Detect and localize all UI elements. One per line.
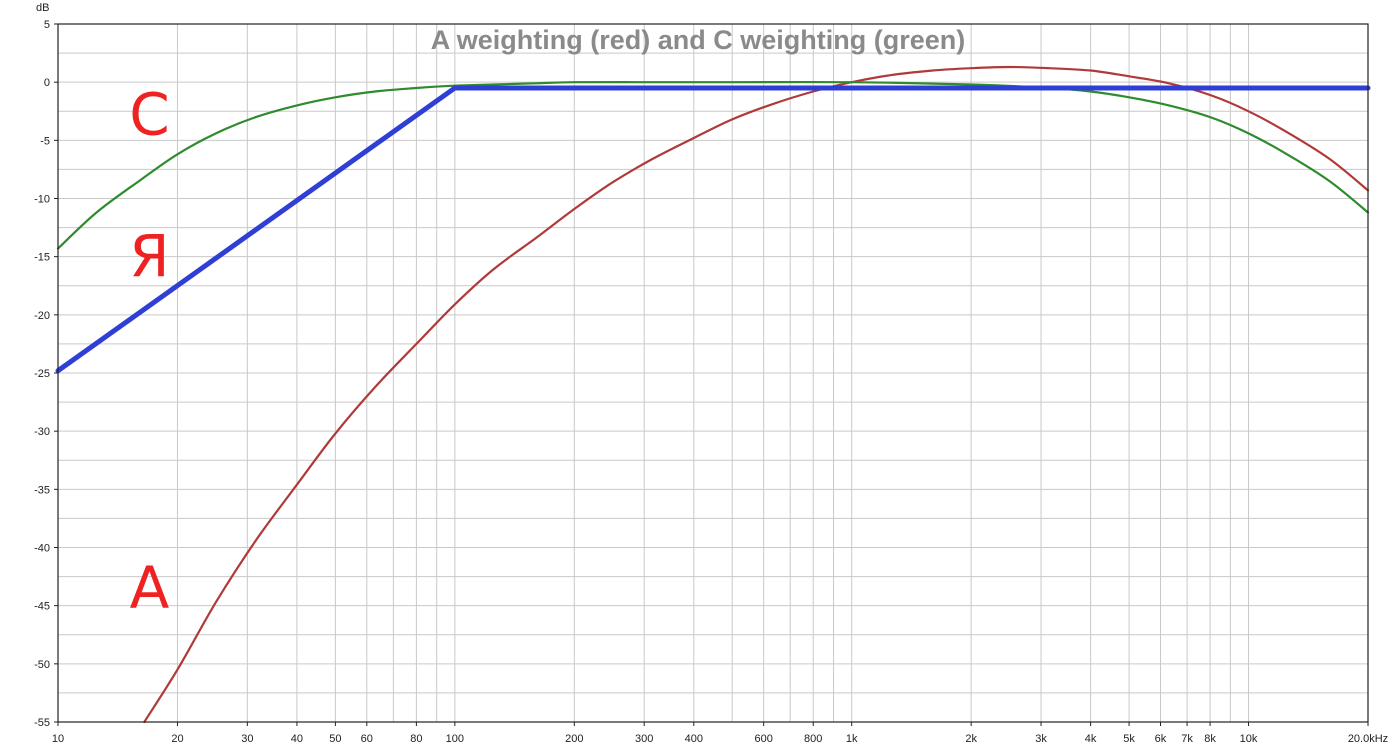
x-tick-label: 400 bbox=[685, 733, 703, 745]
custom-weighting-line bbox=[55, 85, 1371, 374]
c-weighting-curve bbox=[56, 80, 1370, 250]
chart-title: A weighting (red) and C weighting (green… bbox=[431, 25, 965, 55]
x-tick-label: 20 bbox=[171, 733, 183, 745]
y-tick-label: -55 bbox=[34, 717, 50, 729]
x-tick-label: 40 bbox=[291, 733, 303, 745]
y-tick-label: -5 bbox=[40, 135, 50, 147]
annotation-letter: Я bbox=[129, 223, 169, 291]
y-tick-label: -45 bbox=[34, 601, 50, 613]
x-tick-label: 7k bbox=[1181, 733, 1193, 745]
y-tick-label: -50 bbox=[34, 659, 50, 671]
grid bbox=[57, 23, 1369, 723]
y-tick-label: -30 bbox=[34, 426, 50, 438]
x-tick-label: 10 bbox=[52, 733, 64, 745]
y-tick-label: 0 bbox=[44, 77, 50, 89]
y-tick-label: 5 bbox=[44, 19, 50, 31]
a-weighting-curve bbox=[143, 65, 1370, 724]
y-tick-labels: 5 0 -5 -10 -15 -20 -25 -30 -35 -40 -45 -50 -55 bbox=[34, 19, 58, 729]
x-tick-label: 2k bbox=[965, 733, 977, 745]
y-tick-label: -40 bbox=[34, 543, 50, 555]
x-tick-label: 200 bbox=[565, 733, 583, 745]
x-tick-label: 800 bbox=[804, 733, 822, 745]
x-tick-label: 6k bbox=[1155, 733, 1167, 745]
y-tick-label: -15 bbox=[34, 252, 50, 264]
x-tick-label: 3k bbox=[1035, 733, 1047, 745]
annotation-letter: C bbox=[129, 81, 170, 149]
x-tick-label: 100 bbox=[446, 733, 464, 745]
x-tick-label: 5k bbox=[1123, 733, 1135, 745]
y-tick-label: -25 bbox=[34, 368, 50, 380]
x-tick-label: 8k bbox=[1204, 733, 1216, 745]
annotation-letter: A bbox=[130, 554, 170, 622]
x-tick-label: 1k bbox=[846, 733, 858, 745]
x-tick-label: 10k bbox=[1240, 733, 1258, 745]
x-tick-label: 4k bbox=[1085, 733, 1097, 745]
y-tick-label: -35 bbox=[34, 484, 50, 496]
x-tick-label: 20.0kHz bbox=[1348, 733, 1388, 745]
x-tick-labels: 10 20 30 40 50 60 80 100 200 300 400 600 800 1k 2k 3k 4k… bbox=[52, 722, 1388, 745]
y-tick-label: -20 bbox=[34, 310, 50, 322]
x-tick-label: 80 bbox=[410, 733, 422, 745]
x-tick-label: 30 bbox=[241, 733, 253, 745]
x-tick-label: 50 bbox=[329, 733, 341, 745]
y-axis-label: dB bbox=[36, 2, 49, 14]
series-group bbox=[55, 65, 1371, 724]
x-tick-label: 600 bbox=[754, 733, 772, 745]
x-tick-label: 60 bbox=[361, 733, 373, 745]
y-tick-label: -10 bbox=[34, 194, 50, 206]
annotations: C Я A bbox=[129, 81, 170, 622]
x-tick-label: 300 bbox=[635, 733, 653, 745]
